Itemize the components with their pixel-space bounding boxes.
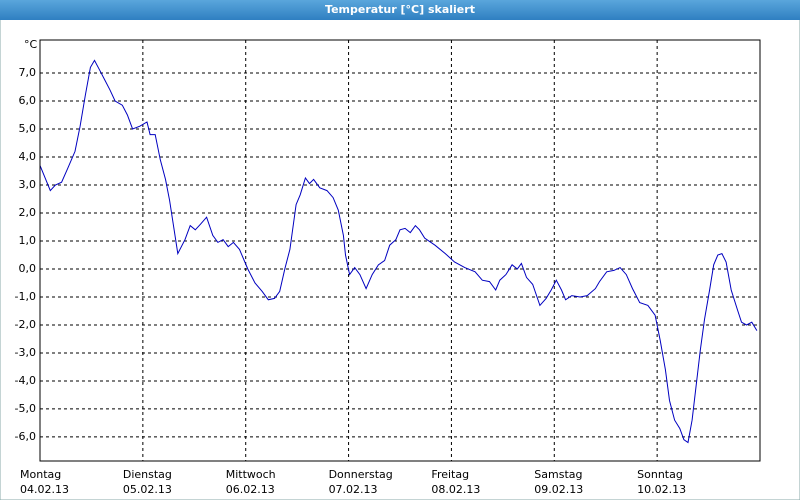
y-tick-label: 2,0 <box>19 206 37 219</box>
x-tick-date: 09.02.13 <box>534 483 583 496</box>
x-tick-date: 08.02.13 <box>431 483 480 496</box>
x-tick-date: 07.02.13 <box>329 483 378 496</box>
plot-area <box>39 39 761 462</box>
x-tick-date: 06.02.13 <box>226 483 275 496</box>
x-tick-date: 10.02.13 <box>637 483 686 496</box>
x-tick-date: 04.02.13 <box>20 483 69 496</box>
y-tick-label: -2,0 <box>15 318 36 331</box>
y-tick-label: -1,0 <box>15 290 36 303</box>
y-tick-label: -4,0 <box>15 374 36 387</box>
temperature-line <box>39 59 758 444</box>
title-bar <box>0 0 800 20</box>
x-tick-label: Donnerstag <box>329 468 393 481</box>
y-tick-label: 0,0 <box>19 262 37 275</box>
x-tick-label: Dienstag <box>123 468 172 481</box>
y-tick-label: 3,0 <box>19 178 37 191</box>
y-tick-label: -5,0 <box>15 402 36 415</box>
y-tick-label: -3,0 <box>15 346 36 359</box>
y-tick-label: 7,0 <box>19 66 37 79</box>
x-tick-label: Samstag <box>534 468 582 481</box>
y-tick-label: 1,0 <box>19 234 37 247</box>
y-tick-label: -6,0 <box>15 430 36 443</box>
y-tick-label: 6,0 <box>19 94 37 107</box>
y-tick-label: 4,0 <box>19 150 37 163</box>
chart-title: Temperatur [°C] skaliert <box>325 3 475 16</box>
y-unit: °C <box>24 38 38 51</box>
x-tick-label: Mittwoch <box>226 468 276 481</box>
x-tick-label: Freitag <box>431 468 469 481</box>
y-tick-label: 5,0 <box>19 122 37 135</box>
x-tick-date: 05.02.13 <box>123 483 172 496</box>
x-tick-label: Montag <box>20 468 61 481</box>
x-tick-label: Sonntag <box>637 468 683 481</box>
plot-border <box>39 39 761 462</box>
